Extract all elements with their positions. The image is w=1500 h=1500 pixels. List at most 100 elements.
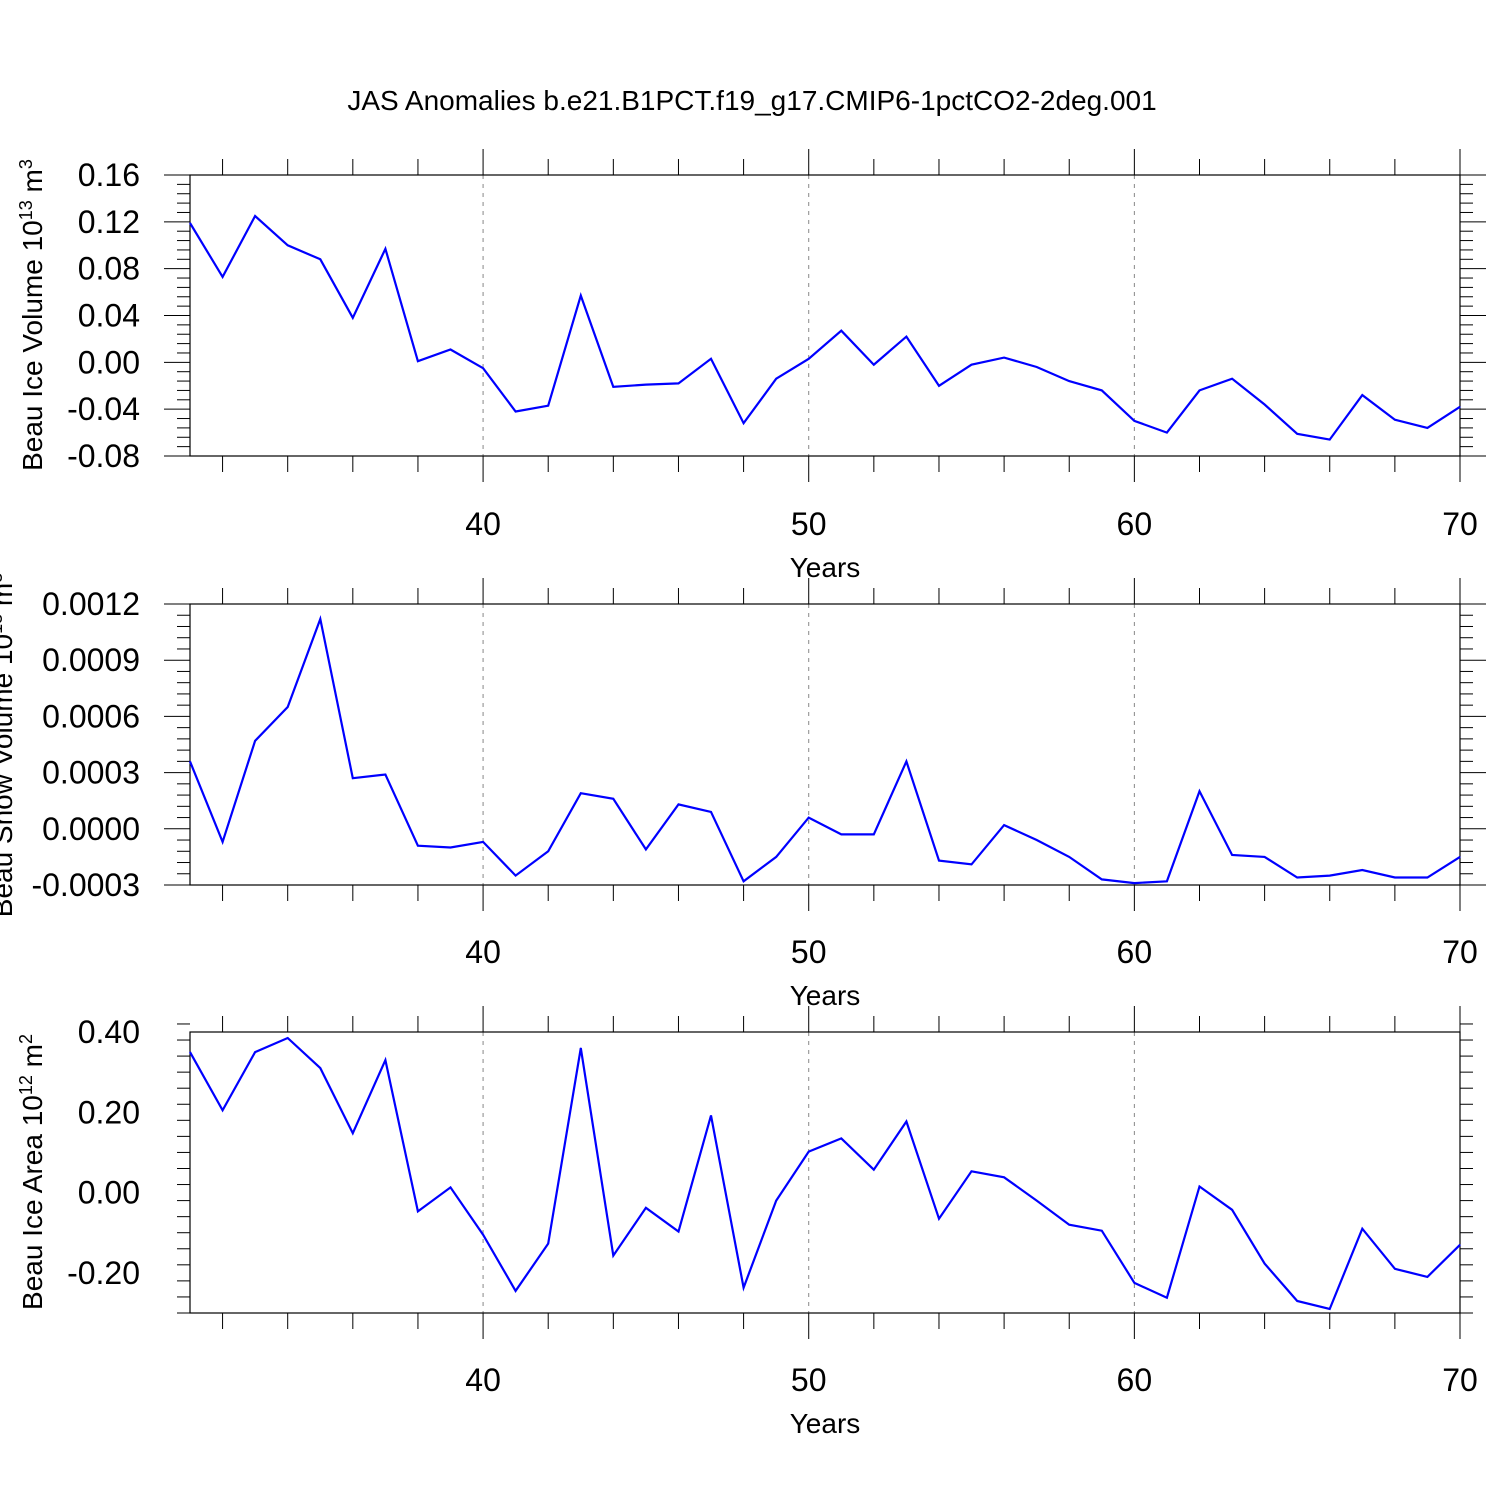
data-point <box>222 276 224 278</box>
data-point <box>1394 419 1396 421</box>
data-point <box>1264 403 1266 405</box>
y-axis-label-exponent: 13 <box>16 200 36 220</box>
data-point <box>547 405 549 407</box>
series-line <box>188 615 1461 885</box>
y-axis-label-main: Beau Ice Area 10 <box>17 1095 48 1310</box>
x-tick-label: 40 <box>465 506 501 542</box>
y-tick-label: 0.12 <box>78 204 140 240</box>
data-point <box>971 1170 973 1172</box>
y-axis-label-unit-exponent: 3 <box>0 573 6 583</box>
data-point <box>1101 1230 1103 1232</box>
data-point <box>775 1200 777 1202</box>
data-point <box>1133 420 1135 422</box>
data-point <box>1133 882 1135 884</box>
data-point <box>743 880 745 882</box>
data-point <box>840 1137 842 1139</box>
y-tick-label: -0.0003 <box>31 867 140 903</box>
data-point <box>547 850 549 852</box>
data-point <box>1166 880 1168 882</box>
y-tick-label: -0.04 <box>67 391 140 427</box>
data-point <box>775 378 777 380</box>
data-point <box>938 1218 940 1220</box>
data-point <box>1394 877 1396 879</box>
data-point <box>1231 1209 1233 1211</box>
data-point <box>352 1132 354 1134</box>
chart-panel-1: 40 50 60 70 0.16 0.12 0.08 0.04 0.00 -0.04 -0.08 Ye… <box>16 149 1486 583</box>
data-point <box>1329 875 1331 877</box>
x-axis-label: Years <box>790 552 861 583</box>
data-point <box>645 1207 647 1209</box>
data-point <box>808 1151 810 1153</box>
x-axis-label: Years <box>790 980 861 1011</box>
data-point <box>1329 1308 1331 1310</box>
data-point <box>1068 1224 1070 1226</box>
data-point <box>710 811 712 813</box>
x-tick-label: 60 <box>1117 506 1153 542</box>
data-point <box>1296 433 1298 435</box>
y-tick-label: 0.16 <box>78 157 140 193</box>
data-point <box>515 1290 517 1292</box>
x-axis-label: Years <box>790 1408 861 1439</box>
data-point <box>1459 856 1461 858</box>
data-point <box>189 222 191 224</box>
data-point <box>287 244 289 246</box>
y-axis-label-unit: m <box>17 169 48 200</box>
series-line <box>189 1036 1461 1311</box>
data-point <box>1198 790 1200 792</box>
data-point <box>319 618 321 620</box>
data-point <box>677 1231 679 1233</box>
data-point <box>189 760 191 762</box>
x-tick-label: 70 <box>1442 934 1478 970</box>
y-axis-label: Beau Snow Volume 1013 m3 <box>0 573 18 917</box>
data-point <box>775 856 777 858</box>
x-tick-label: 60 <box>1117 1362 1153 1398</box>
data-point <box>677 803 679 805</box>
data-point <box>222 841 224 843</box>
data-point <box>1459 1244 1461 1246</box>
data-point <box>1166 1297 1168 1299</box>
y-tick-label: -0.20 <box>67 1255 140 1291</box>
data-point <box>905 760 907 762</box>
data-point <box>1329 439 1331 441</box>
data-point <box>1426 877 1428 879</box>
data-point <box>384 773 386 775</box>
data-point <box>938 860 940 862</box>
x-tick-label: 50 <box>791 1362 827 1398</box>
data-point <box>612 1255 614 1257</box>
data-point <box>1101 878 1103 880</box>
y-axis-label-unit-exponent: 2 <box>16 1034 36 1044</box>
data-point <box>384 1059 386 1061</box>
data-point <box>515 875 517 877</box>
data-point <box>840 833 842 835</box>
data-point <box>1231 378 1233 380</box>
y-axis-label-unit-exponent: 3 <box>16 159 36 169</box>
data-point <box>645 384 647 386</box>
data-point <box>319 258 321 260</box>
y-tick-label: 0.00 <box>78 344 140 380</box>
data-point <box>1361 394 1363 396</box>
plot-frame <box>189 174 1461 457</box>
data-point <box>1003 1176 1005 1178</box>
data-point <box>254 1051 256 1053</box>
data-point <box>417 845 419 847</box>
y-tick-label: -0.08 <box>67 438 140 474</box>
data-point <box>222 1109 224 1111</box>
data-point <box>1166 432 1168 434</box>
data-point <box>1101 389 1103 391</box>
y-tick-label: 0.20 <box>78 1094 140 1130</box>
x-tick-label: 70 <box>1442 1362 1478 1398</box>
data-point <box>189 1051 191 1053</box>
x-tick-label: 40 <box>465 1362 501 1398</box>
data-point <box>905 1121 907 1123</box>
data-point <box>1459 406 1461 408</box>
data-point <box>254 740 256 742</box>
data-point <box>1036 839 1038 841</box>
data-point <box>580 1047 582 1049</box>
y-axis-label: Beau Ice Volume 1013 m3 <box>16 159 48 471</box>
y-tick-label: 0.00 <box>78 1175 140 1211</box>
y-axis-label: Beau Ice Area 1012 m2 <box>16 1034 48 1310</box>
data-point <box>1036 1200 1038 1202</box>
data-point <box>1361 869 1363 871</box>
y-tick-label: 0.0006 <box>42 698 140 734</box>
